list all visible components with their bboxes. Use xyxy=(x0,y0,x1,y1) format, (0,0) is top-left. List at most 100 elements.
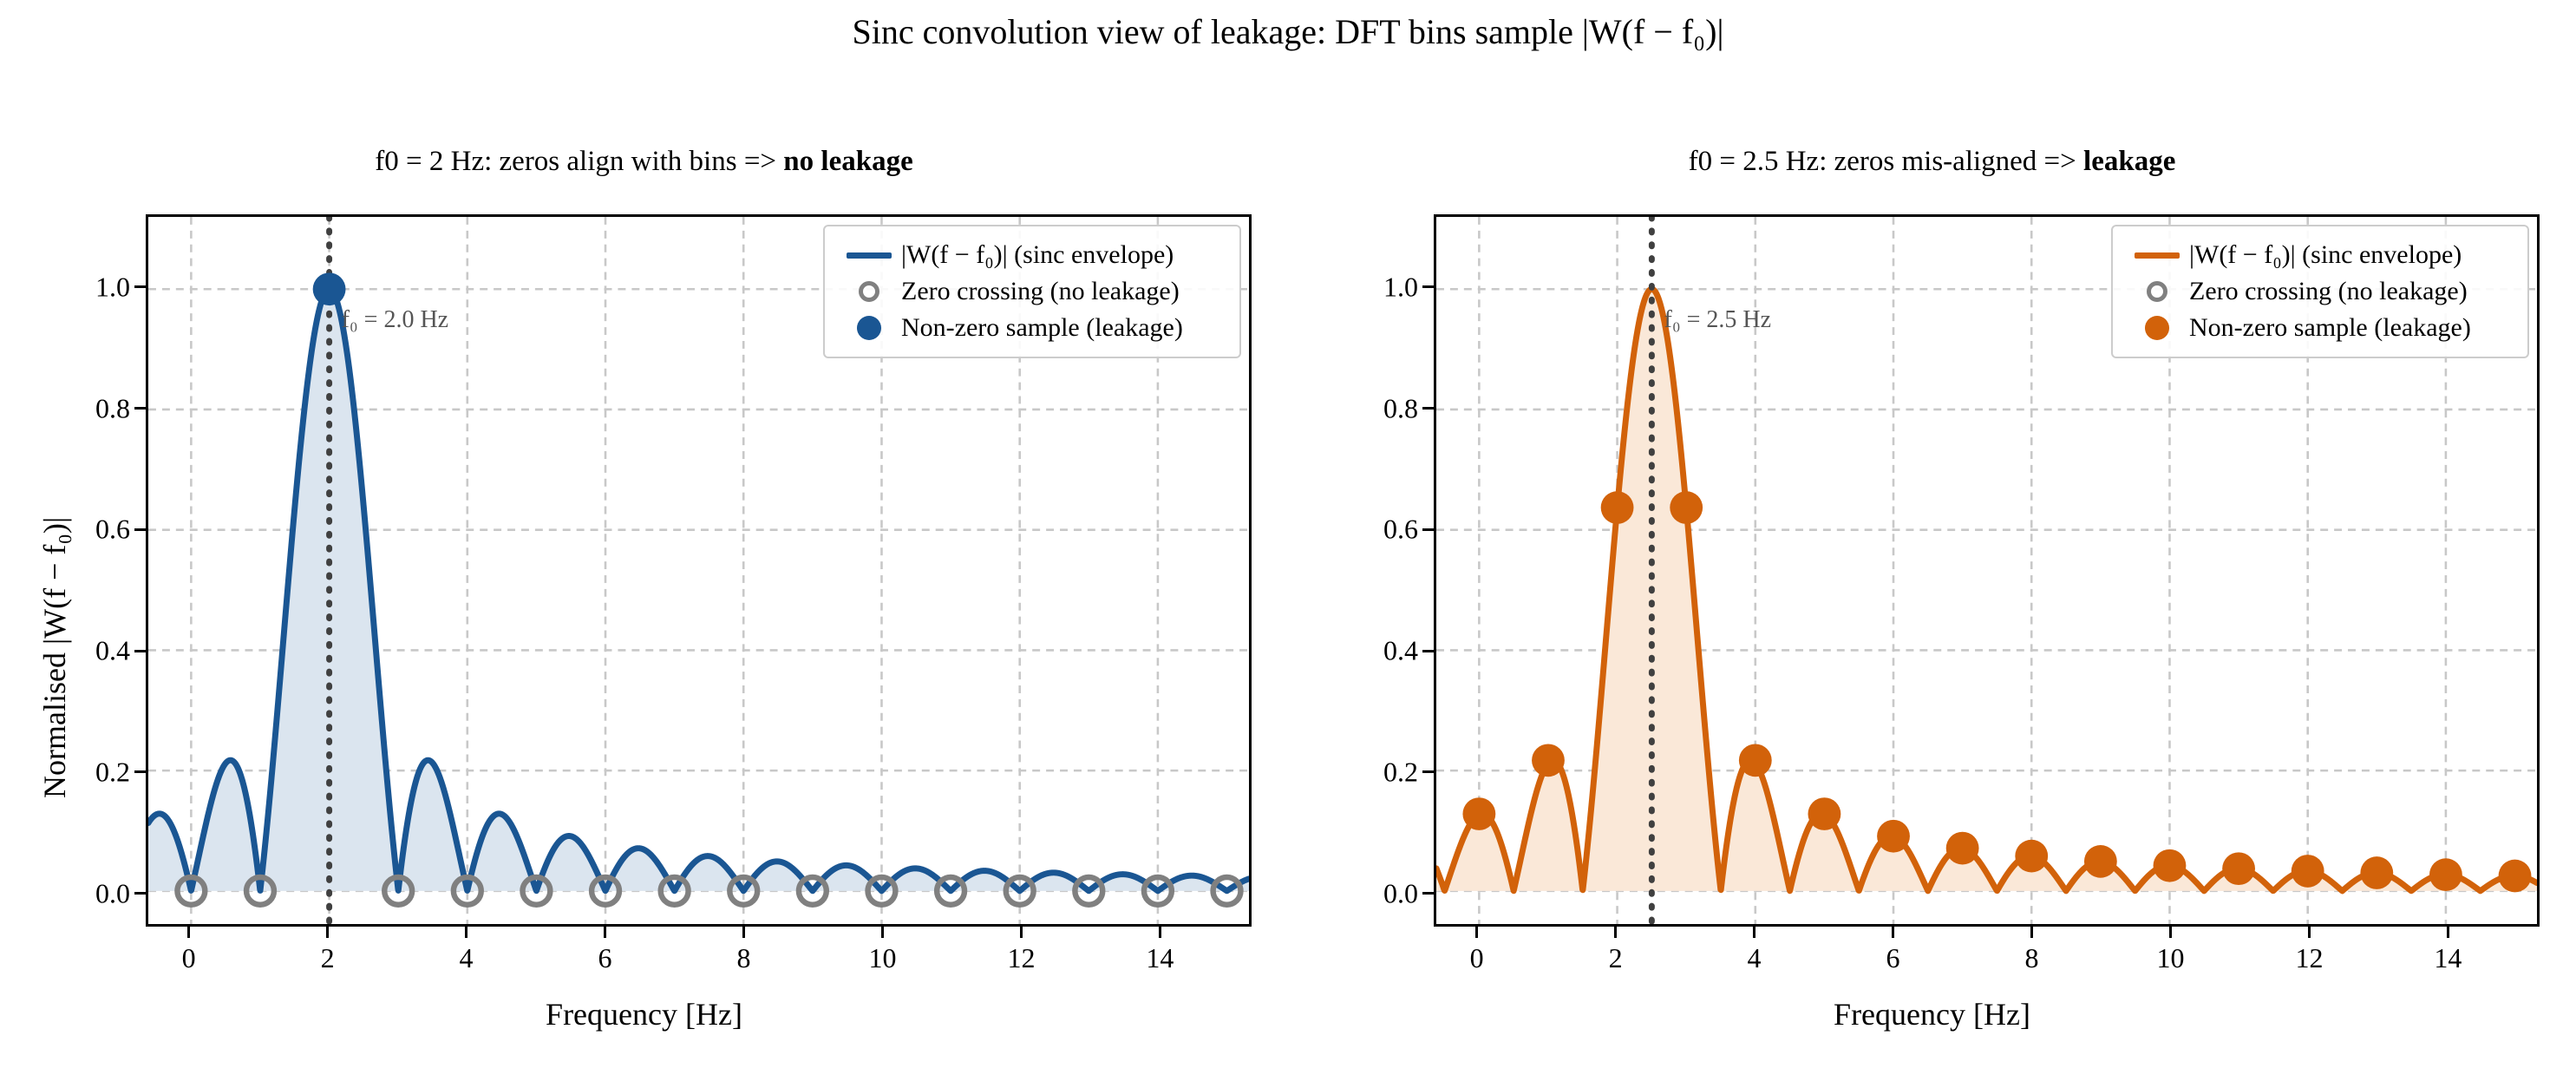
y-tick-label: 0.0 xyxy=(1383,877,1418,909)
legend-label: |W(f − f₀)| (sinc envelope) xyxy=(901,240,1174,269)
x-tick-label: 8 xyxy=(736,942,751,973)
x-tick-label: 2 xyxy=(1608,942,1623,973)
zero-crossing-marker xyxy=(588,874,623,908)
y-tick-mark xyxy=(134,407,146,410)
y-tick-label: 0.2 xyxy=(95,756,130,788)
legend-row: Zero crossing (no leakage) xyxy=(2125,273,2512,310)
x-tick-label: 12 xyxy=(1007,942,1036,973)
nonzero-sample-marker xyxy=(2015,839,2049,873)
x-tick-mark xyxy=(1614,927,1618,938)
legend-line-swatch xyxy=(2135,252,2180,259)
panel-left: f0 = 2 Hz: zeros align with bins => no l… xyxy=(0,146,1288,1032)
legend-row: |W(f − f₀)| (sinc envelope) xyxy=(837,237,1224,273)
nonzero-sample-marker xyxy=(2360,856,2394,889)
legend-open-circle-swatch xyxy=(2147,281,2167,302)
legend-right: |W(f − f₀)| (sinc envelope) Zero crossing… xyxy=(2111,225,2529,358)
x-tick-label: 8 xyxy=(2024,942,2039,973)
nonzero-sample-marker xyxy=(1670,491,1703,524)
x-tick-mark xyxy=(742,927,745,938)
x-tick-label: 10 xyxy=(2156,942,2185,973)
x-tick-mark xyxy=(1019,927,1023,938)
y-tick-mark xyxy=(1422,649,1434,652)
sinc-envelope-curve xyxy=(1436,285,2537,895)
legend-label: Non-zero sample (leakage) xyxy=(2189,313,2471,342)
nonzero-sample-marker xyxy=(1532,744,1565,777)
x-tick-label: 0 xyxy=(1469,942,1484,973)
panel-right-title-plain: f0 = 2.5 Hz: zeros mis-aligned => xyxy=(1688,146,2084,177)
sinc-fill-area xyxy=(148,289,1249,891)
nonzero-sample-marker xyxy=(2222,852,2255,886)
y-tick-label: 0.8 xyxy=(1383,392,1418,424)
y-tick-mark xyxy=(134,649,146,652)
x-tick-mark xyxy=(1475,927,1479,938)
panel-left-title: f0 = 2 Hz: zeros align with bins => no l… xyxy=(0,146,1288,178)
nonzero-sample-marker xyxy=(1808,797,1841,830)
x-tick-label: 0 xyxy=(181,942,196,973)
x-tick-mark xyxy=(2307,927,2311,938)
panel-right: f0 = 2.5 Hz: zeros mis-aligned => leakag… xyxy=(1288,0,2576,1075)
zero-crossing-marker xyxy=(174,874,208,908)
zero-crossing-marker xyxy=(520,874,553,908)
zero-crossing-marker xyxy=(933,874,968,908)
panel-left-title-bold: no leakage xyxy=(783,146,913,177)
zero-crossing-marker xyxy=(1210,874,1244,908)
nonzero-sample-marker xyxy=(2429,858,2462,891)
y-tick-label: 1.0 xyxy=(95,271,130,303)
x-tick-label: 12 xyxy=(2295,942,2324,973)
y-tick-mark xyxy=(1422,407,1434,410)
legend-filled-circle-swatch xyxy=(2145,316,2169,340)
y-tick-label: 0.8 xyxy=(95,392,130,424)
nonzero-sample-marker xyxy=(2291,855,2324,888)
legend-row: Zero crossing (no leakage) xyxy=(837,273,1224,310)
legend-line-swatch xyxy=(847,252,892,259)
panel-right-title: f0 = 2.5 Hz: zeros mis-aligned => leakag… xyxy=(1288,146,2576,178)
legend-key-zero-crossing xyxy=(837,281,901,302)
legend-open-circle-swatch xyxy=(859,281,879,302)
nonzero-sample-marker xyxy=(1945,831,1979,865)
y-tick-label: 0.4 xyxy=(95,634,130,666)
nonzero-sample-marker xyxy=(312,272,346,306)
x-tick-mark xyxy=(604,927,607,938)
x-tick-mark xyxy=(2168,927,2172,938)
legend-filled-circle-swatch xyxy=(857,316,881,340)
y-tick-label: 1.0 xyxy=(1383,271,1418,303)
y-tick-mark xyxy=(1422,285,1434,289)
nonzero-sample-marker xyxy=(1462,797,1496,830)
legend-key-line xyxy=(2125,252,2189,259)
x-tick-label: 2 xyxy=(320,942,335,973)
x-tick-label: 14 xyxy=(2434,942,2462,973)
nonzero-sample-marker xyxy=(1738,744,1772,777)
legend-key-nonzero-sample xyxy=(837,316,901,340)
legend-label: Zero crossing (no leakage) xyxy=(2189,277,2468,305)
x-tick-mark xyxy=(880,927,884,938)
zero-crossing-marker xyxy=(1072,874,1106,908)
x-tick-mark xyxy=(1892,927,1895,938)
zero-crossing-marker xyxy=(1003,874,1036,908)
y-tick-label: 0.6 xyxy=(1383,513,1418,545)
legend-label: |W(f − f₀)| (sinc envelope) xyxy=(2189,240,2462,269)
x-tick-label: 14 xyxy=(1146,942,1174,973)
x-tick-mark xyxy=(187,927,191,938)
y-tick-label: 0.4 xyxy=(1383,634,1418,666)
zero-crossing-marker xyxy=(865,874,899,908)
panel-left-title-plain: f0 = 2 Hz: zeros align with bins => xyxy=(375,146,784,177)
y-tick-mark xyxy=(134,528,146,531)
sinc-fill-area xyxy=(1436,289,2537,891)
zero-crossing-marker xyxy=(727,874,761,908)
x-tick-mark xyxy=(465,927,468,938)
x-tick-mark xyxy=(1158,927,1161,938)
f0-annotation-left: f₀ = 2.0 Hz xyxy=(341,305,449,333)
zero-crossing-marker xyxy=(795,874,830,908)
legend-row: |W(f − f₀)| (sinc envelope) xyxy=(2125,237,2512,273)
legend-row: Non-zero sample (leakage) xyxy=(837,310,1224,346)
x-tick-label: 10 xyxy=(868,942,897,973)
y-tick-mark xyxy=(1422,892,1434,895)
y-tick-mark xyxy=(134,770,146,774)
legend-row: Non-zero sample (leakage) xyxy=(2125,310,2512,346)
nonzero-sample-marker xyxy=(2498,859,2532,893)
zero-crossing-marker xyxy=(243,874,278,908)
y-tick-mark xyxy=(134,285,146,289)
figure-suptitle: Sinc convolution view of leakage: DFT bi… xyxy=(852,12,1724,51)
legend-left: |W(f − f₀)| (sinc envelope) Zero crossing… xyxy=(823,225,1241,358)
